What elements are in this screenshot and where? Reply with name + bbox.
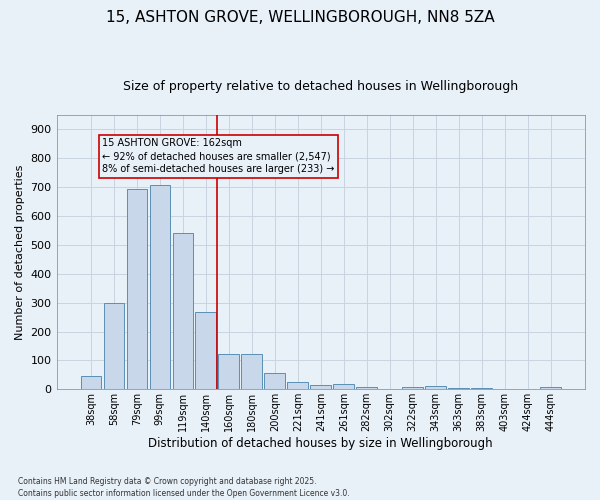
Bar: [356, 387, 377, 390]
Text: 15, ASHTON GROVE, WELLINGBOROUGH, NN8 5ZA: 15, ASHTON GROVE, WELLINGBOROUGH, NN8 5Z…: [106, 10, 494, 25]
X-axis label: Distribution of detached houses by size in Wellingborough: Distribution of detached houses by size …: [148, 437, 493, 450]
Text: 15 ASHTON GROVE: 162sqm
← 92% of detached houses are smaller (2,547)
8% of semi-: 15 ASHTON GROVE: 162sqm ← 92% of detache…: [103, 138, 335, 174]
Bar: [196, 312, 216, 390]
Bar: [494, 388, 515, 390]
Title: Size of property relative to detached houses in Wellingborough: Size of property relative to detached ho…: [123, 80, 518, 93]
Bar: [104, 302, 124, 390]
Bar: [241, 354, 262, 390]
Bar: [287, 382, 308, 390]
Bar: [334, 384, 354, 390]
Text: Contains HM Land Registry data © Crown copyright and database right 2025.
Contai: Contains HM Land Registry data © Crown c…: [18, 476, 350, 498]
Bar: [403, 387, 423, 390]
Bar: [218, 354, 239, 390]
Bar: [425, 386, 446, 390]
Bar: [540, 387, 561, 390]
Bar: [310, 385, 331, 390]
Bar: [472, 388, 492, 390]
Bar: [149, 185, 170, 390]
Y-axis label: Number of detached properties: Number of detached properties: [15, 164, 25, 340]
Bar: [127, 188, 147, 390]
Bar: [448, 388, 469, 390]
Bar: [265, 373, 285, 390]
Bar: [173, 234, 193, 390]
Bar: [80, 376, 101, 390]
